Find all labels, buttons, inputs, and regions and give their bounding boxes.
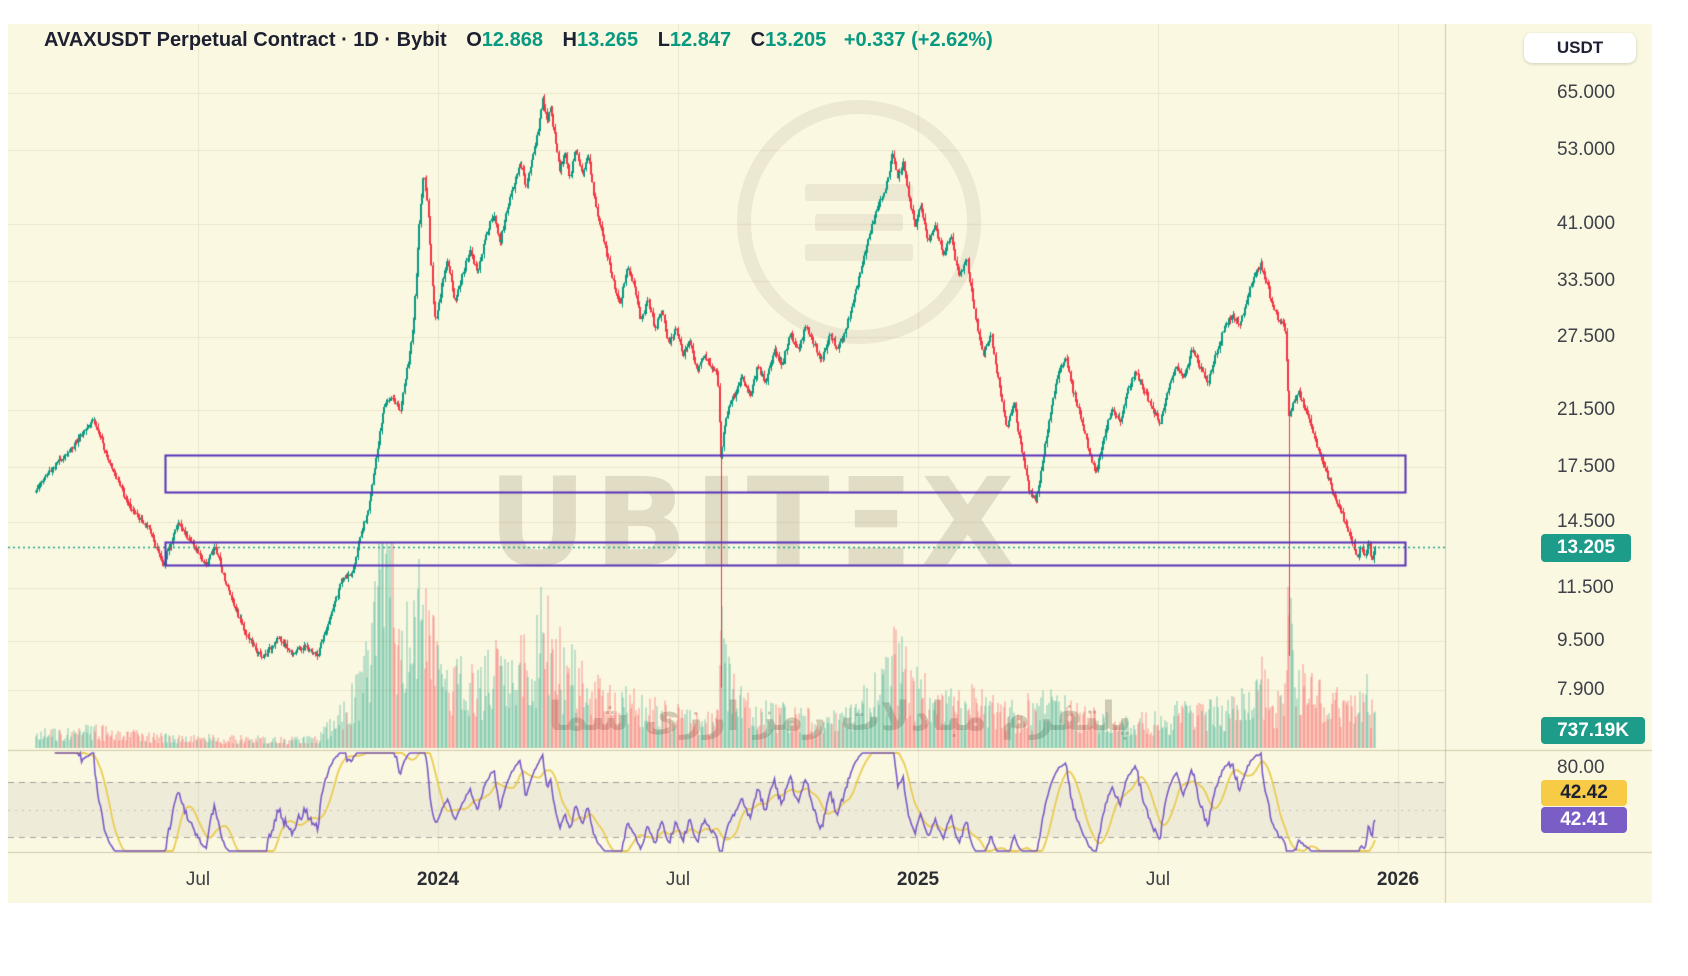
price-tick-label: 21.500 bbox=[1557, 399, 1616, 420]
price-tick-label: 33.500 bbox=[1557, 270, 1616, 291]
close-label: C bbox=[750, 29, 766, 51]
time-tick-label: Jul bbox=[1145, 869, 1171, 890]
change-value: +0.337 (+2.62%) bbox=[843, 29, 993, 51]
last-price-badge: 13.205 bbox=[1541, 534, 1631, 562]
symbol-title: AVAXUSDT Perpetual Contract · 1D · Bybit bbox=[44, 29, 447, 51]
price-tick-label: 14.500 bbox=[1557, 511, 1616, 532]
time-tick-label: Jul bbox=[665, 869, 691, 890]
time-tick-label: 2024 bbox=[416, 869, 460, 890]
time-tick-label: 2025 bbox=[896, 869, 940, 890]
price-tick-label: 11.500 bbox=[1557, 577, 1614, 598]
low-label: L bbox=[657, 29, 670, 51]
price-tick-label: 17.500 bbox=[1557, 456, 1616, 477]
price-tick-label: 41.000 bbox=[1557, 213, 1616, 234]
price-tick-label: 9.500 bbox=[1557, 630, 1605, 651]
open-label: O bbox=[466, 29, 482, 51]
time-tick-label: Jul bbox=[185, 869, 211, 890]
time-tick-label: 2026 bbox=[1376, 869, 1420, 890]
high-label: H bbox=[562, 29, 577, 51]
rsi-ma-value-badge: 42.42 bbox=[1541, 780, 1627, 806]
rsi-scale-label: 80.00 bbox=[1557, 757, 1605, 778]
high-value: 13.265 bbox=[576, 29, 639, 51]
price-tick-label: 27.500 bbox=[1557, 326, 1616, 347]
volume-value-badge: 737.19K bbox=[1541, 717, 1645, 744]
symbol-legend: AVAXUSDT Perpetual Contract · 1D · Bybit… bbox=[44, 29, 993, 52]
open-value: 12.868 bbox=[481, 29, 543, 51]
currency-toggle-button[interactable]: USDT bbox=[1524, 33, 1636, 63]
price-tick-label: 7.900 bbox=[1557, 679, 1605, 700]
rsi-value-badge: 42.41 bbox=[1541, 807, 1627, 833]
low-value: 12.847 bbox=[669, 29, 732, 51]
price-tick-label: 65.000 bbox=[1557, 82, 1616, 103]
close-value: 13.205 bbox=[765, 29, 827, 51]
price-tick-label: 53.000 bbox=[1557, 139, 1616, 160]
footer-bar: TradingView يوبيتكس bbox=[0, 903, 1688, 976]
